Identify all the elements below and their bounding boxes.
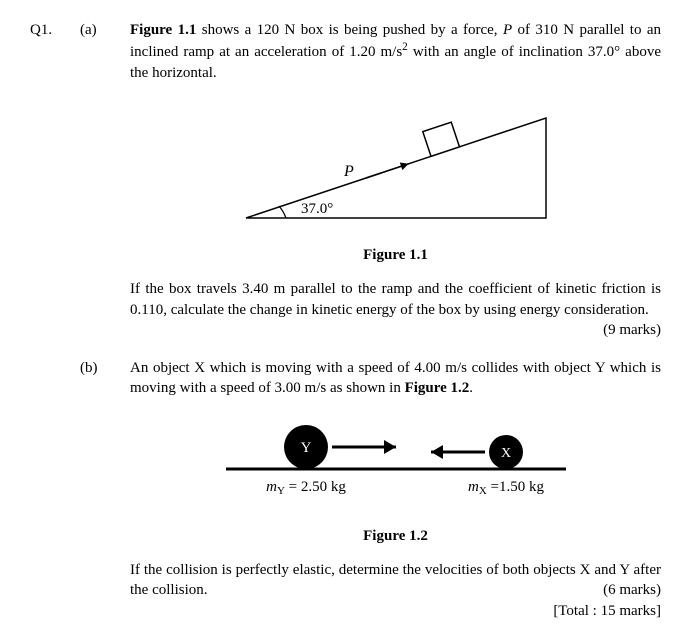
angle-label: 37.0°: [301, 201, 333, 217]
part-b-intro-end: .: [469, 380, 473, 396]
part-a-task: If the box travels 3.40 m parallel to th…: [130, 279, 661, 320]
ball-Y-label: Y: [300, 440, 311, 456]
part-b-label: (b): [80, 358, 130, 621]
mX-val: =1.50 kg: [486, 479, 544, 495]
figure-1-2-caption: Figure 1.2: [130, 526, 661, 546]
part-a-intro-rest: shows a 120 N box is being pushed by a f…: [196, 22, 503, 38]
angle-arc: [279, 206, 286, 218]
mX-m: m: [467, 479, 478, 495]
part-b-task: If the collision is perfectly elastic, d…: [130, 560, 661, 601]
figure-1-1-caption: Figure 1.1: [130, 245, 661, 265]
arrow-Y-head: [384, 440, 396, 454]
fig12-ref: Figure 1.2: [405, 380, 470, 396]
question-row-a: Q1. (a) Figure 1.1 shows a 120 N box is …: [30, 20, 661, 340]
total-marks: [Total : 15 marks]: [130, 601, 661, 621]
question-number: Q1.: [30, 20, 80, 340]
part-a-marks: (9 marks): [603, 320, 661, 340]
fig11-ref: Figure 1.1: [130, 22, 196, 38]
part-b-intro: An object X which is moving with a speed…: [130, 358, 661, 399]
mY-label: mY = 2.50 kg: [266, 479, 346, 497]
question-row-b: (b) An object X which is moving with a s…: [30, 358, 661, 621]
force-arrow-P: [364, 160, 409, 182]
question-number-blank: [30, 358, 80, 621]
ball-X-label: X: [500, 446, 510, 461]
part-a-tail: If the box travels 3.40 m parallel to th…: [130, 281, 661, 317]
part-a-label: (a): [80, 20, 130, 340]
part-b-marks: (6 marks): [603, 580, 661, 600]
mY-m: m: [266, 479, 277, 495]
P-symbol: P: [503, 22, 512, 38]
figure-1-1: 37.0° P: [130, 93, 661, 239]
mY-val: = 2.50 kg: [284, 479, 345, 495]
figure-1-2: Y X mY = 2.50 kg mX =1.50 kg: [130, 409, 661, 520]
part-b-tail: If the collision is perfectly elastic, d…: [130, 562, 661, 598]
part-b-intro-text: An object X which is moving with a speed…: [130, 360, 661, 396]
mY-sub: Y: [276, 485, 284, 497]
part-a-intro: Figure 1.1 shows a 120 N box is being pu…: [130, 20, 661, 83]
box-icon: [422, 122, 459, 156]
part-b-body: An object X which is moving with a speed…: [130, 358, 661, 621]
mX-label: mX =1.50 kg: [467, 479, 544, 497]
P-label: P: [343, 163, 354, 180]
mX-sub: X: [478, 485, 486, 497]
part-a-body: Figure 1.1 shows a 120 N box is being pu…: [130, 20, 661, 340]
arrow-X-head: [431, 445, 443, 459]
box-on-ramp: [422, 122, 459, 156]
